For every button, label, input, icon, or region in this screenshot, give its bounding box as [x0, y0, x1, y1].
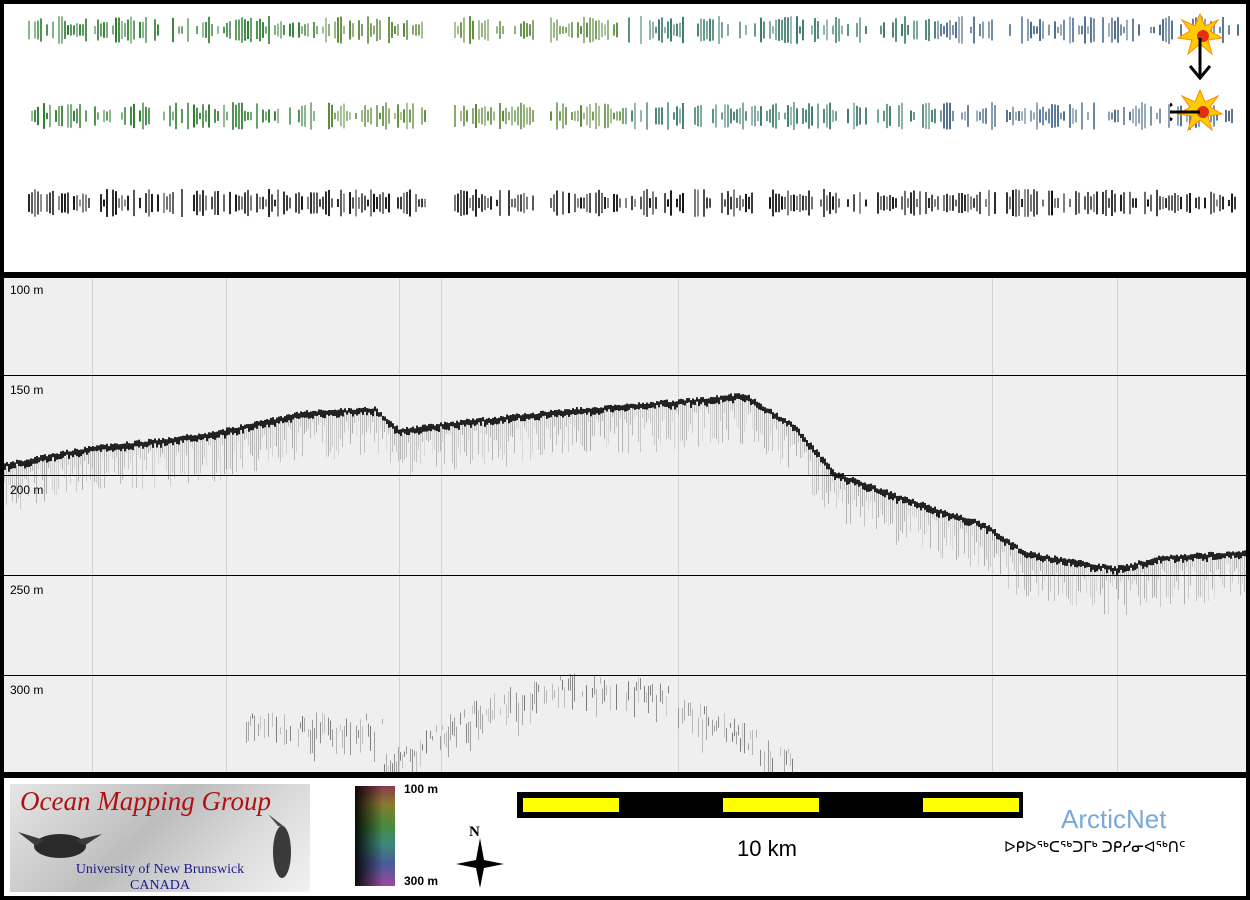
- arrow-down-icon: [1188, 38, 1212, 81]
- scale-segment: [723, 798, 819, 812]
- backscatter-strip-1: [28, 16, 1239, 44]
- scale-bar: [517, 792, 1023, 818]
- depth-label-300: 300 m: [10, 683, 44, 697]
- logo-university: University of New Brunswick: [75, 862, 245, 877]
- depth-line-150: [4, 375, 1246, 376]
- colorbar-bottom-label: 300 m: [404, 874, 439, 888]
- profile-echogram: [4, 278, 1246, 772]
- ocean-mapping-group-logo: Ocean Mapping Group University of New Br…: [10, 784, 310, 893]
- scale-label: 10 km: [737, 836, 797, 861]
- scale-segment: [523, 798, 619, 812]
- north-label: N: [469, 824, 480, 840]
- backscatter-strip-2: [31, 102, 1233, 130]
- depth-label-100: 100 m: [10, 283, 44, 297]
- depth-label-200: 200 m: [10, 483, 44, 497]
- sub-bottom-profile-panel: 100 m 150 m 200 m 250 m 300 m: [4, 278, 1246, 772]
- seafloor-reflector: [4, 393, 1246, 616]
- depth-label-250: 250 m: [10, 583, 44, 597]
- marker-group: [1170, 12, 1224, 132]
- depth-line-250: [4, 575, 1246, 576]
- vertical-noise-lines: [92, 278, 1118, 772]
- backscatter-strips: [28, 16, 1239, 217]
- depth-line-300: [4, 675, 1246, 676]
- backscatter-map-panel: [4, 4, 1246, 272]
- logo-title: Ocean Mapping Group: [20, 786, 271, 816]
- compass-star-icon: [456, 838, 504, 888]
- scale-segment: [923, 798, 1019, 812]
- depth-colorbar: [355, 786, 395, 886]
- backscatter-strip-3: [28, 189, 1236, 217]
- sub-bottom-reflector: [246, 673, 793, 772]
- depth-line-200: [4, 475, 1246, 476]
- north-arrow: N: [456, 824, 506, 888]
- depth-label-150: 150 m: [10, 383, 44, 397]
- explosion-icon: [1176, 88, 1224, 132]
- colorbar-top-label: 100 m: [404, 782, 439, 796]
- logo-vehicle-image: [18, 814, 291, 878]
- arcticnet-logo: ArcticNet: [1061, 804, 1167, 834]
- logo-country: CANADA: [130, 878, 190, 893]
- legend-panel: Ocean Mapping Group University of New Br…: [4, 778, 1246, 896]
- arrow-left-icon: [1170, 102, 1200, 122]
- arcticnet-syllabics: ᐅᑭᐅᖅᑕᖅᑐᒥᒃ ᑐᑭᓯᓂᐊᖅᑎᑦ: [1004, 839, 1186, 856]
